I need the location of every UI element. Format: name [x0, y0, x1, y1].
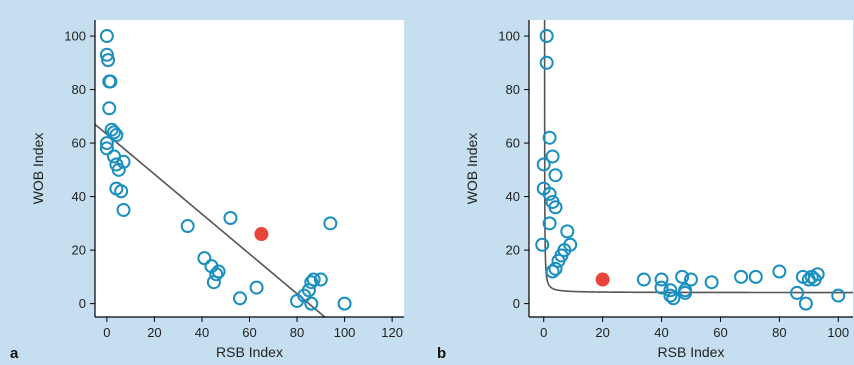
plot-area — [95, 20, 404, 317]
data-point — [654, 272, 669, 287]
x-tick-label: 0 — [103, 325, 110, 340]
data-point — [99, 47, 114, 62]
regression-line — [95, 123, 326, 317]
panel-a-chart: 0 20 40 60 80 100 120 0 20 40 60 80 100 RSB Index WOB … — [30, 20, 404, 360]
data-point — [542, 130, 557, 145]
x-tick-label: 20 — [595, 325, 609, 340]
data-point — [539, 55, 554, 70]
data-point — [539, 29, 554, 44]
y-tick-label: 80 — [72, 82, 86, 97]
x-tick-label: 80 — [290, 325, 304, 340]
data-point — [211, 264, 226, 279]
data-point — [103, 74, 118, 89]
data-point — [636, 272, 651, 287]
y-tick-label: 20 — [506, 243, 520, 258]
x-tick-label: 80 — [772, 325, 786, 340]
data-point — [734, 269, 749, 284]
plot-area — [529, 20, 853, 317]
y-tick-label: 0 — [513, 296, 520, 311]
data-point — [790, 285, 805, 300]
data-point — [542, 186, 557, 201]
data-point — [548, 261, 563, 276]
x-tick-label: 40 — [195, 325, 209, 340]
x-tick-label: 120 — [381, 325, 403, 340]
data-point — [748, 269, 763, 284]
panel-a-letter: a — [10, 345, 19, 362]
data-point — [304, 296, 319, 311]
data-point — [535, 237, 550, 252]
data-point — [675, 269, 690, 284]
data-point — [99, 141, 114, 156]
data-point — [663, 288, 678, 303]
y-tick-label: 100 — [498, 29, 520, 44]
highlight-point — [595, 272, 610, 287]
data-point — [101, 53, 116, 68]
data-point — [323, 216, 338, 231]
data-point — [114, 184, 129, 199]
x-axis-title: RSB Index — [658, 344, 725, 360]
data-point — [798, 296, 813, 311]
y-tick-label: 100 — [64, 29, 86, 44]
y-axis-title: WOB Index — [464, 133, 480, 205]
data-point — [545, 149, 560, 164]
data-point — [536, 157, 551, 172]
x-tick-label: 60 — [242, 325, 256, 340]
data-point — [551, 253, 566, 268]
data-point — [109, 128, 124, 143]
data-point — [107, 125, 122, 140]
fit-curve — [543, 20, 853, 294]
data-point — [810, 267, 825, 282]
panel-b-chart: 0 20 40 60 80 100 0 20 40 60 80 100 RSB Index WOB Ind… — [464, 20, 853, 360]
data-point — [542, 216, 557, 231]
data-point — [99, 29, 114, 44]
y-tick-label: 60 — [506, 136, 520, 151]
data-point — [704, 275, 719, 290]
x-tick-label: 0 — [540, 325, 547, 340]
data-point — [304, 275, 319, 290]
highlight-point — [254, 227, 269, 242]
y-tick-label: 0 — [79, 296, 86, 311]
y-tick-label: 60 — [72, 136, 86, 151]
x-tick-label: 40 — [654, 325, 668, 340]
data-point — [560, 224, 575, 239]
data-point — [684, 272, 698, 287]
data-point — [197, 251, 212, 266]
y-axis-title: WOB Index — [30, 133, 46, 205]
x-tick-label: 60 — [713, 325, 727, 340]
x-tick-label: 20 — [147, 325, 161, 340]
y-tick-label: 20 — [72, 243, 86, 258]
data-point — [116, 154, 131, 169]
x-tick-label: 100 — [334, 325, 356, 340]
x-tick-label: 100 — [827, 325, 849, 340]
data-point — [545, 264, 560, 279]
data-point — [249, 280, 264, 295]
data-point — [666, 291, 681, 306]
data-point — [831, 288, 846, 303]
data-point — [209, 267, 224, 282]
y-tick-label: 80 — [506, 82, 520, 97]
data-point — [678, 283, 693, 298]
data-point — [663, 283, 678, 298]
x-axis-title: RSB Index — [216, 344, 283, 360]
y-tick-label: 40 — [72, 189, 86, 204]
data-point — [337, 296, 352, 311]
data-point — [116, 202, 131, 217]
data-point — [548, 200, 563, 215]
data-point — [223, 211, 238, 225]
data-point — [313, 272, 328, 287]
data-point — [548, 168, 563, 183]
data-point — [772, 264, 787, 279]
data-point — [232, 291, 247, 306]
data-point — [654, 280, 669, 295]
data-point — [180, 219, 195, 234]
panel-b-letter: b — [437, 345, 447, 362]
data-point — [99, 136, 114, 151]
data-point — [102, 101, 117, 116]
data-point — [306, 272, 321, 287]
y-tick-label: 40 — [506, 189, 520, 204]
